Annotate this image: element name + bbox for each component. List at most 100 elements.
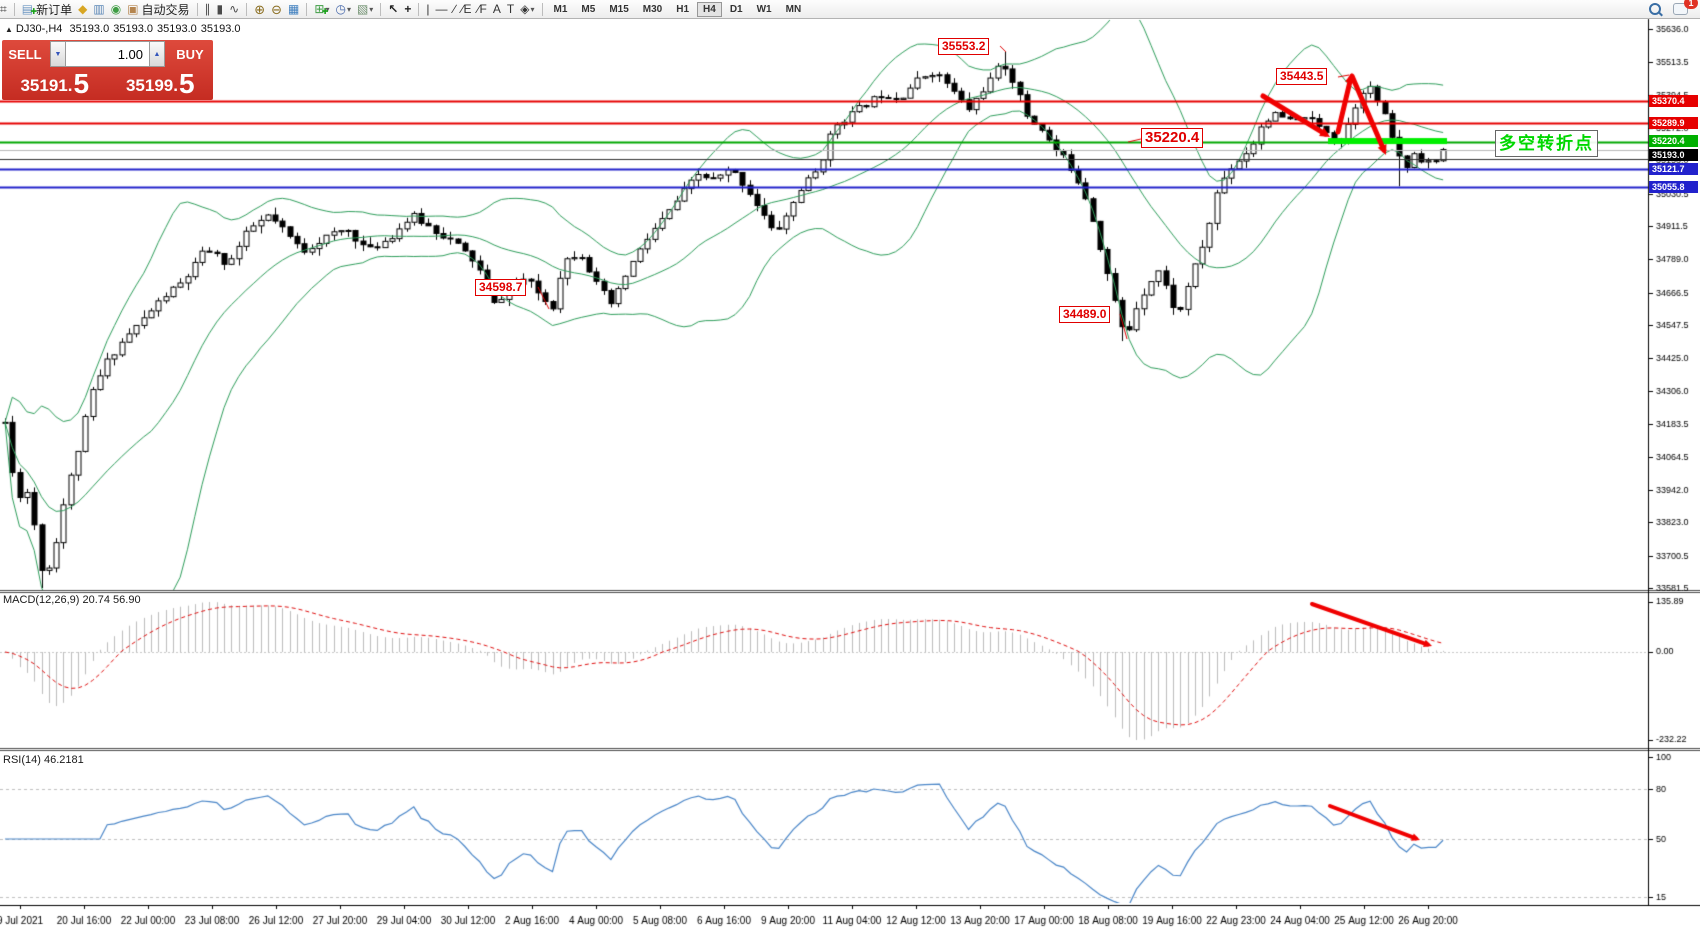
autotrading-label: 自动交易 [141,2,190,17]
toolbar-separator [380,2,382,16]
new-order-icon: ▤ ✚ [22,1,37,18]
notification-badge: 1 [1684,0,1698,9]
price-annotation[interactable]: 34489.0 [1059,306,1111,323]
channel-button[interactable]: ∕E [459,1,475,18]
chart-template-button[interactable]: ▧ ▾ [354,1,376,18]
market-watch-button[interactable]: ▥ [90,1,107,18]
ohlc-low: 35193.0 [156,23,197,35]
timeframe-m30[interactable]: M30 [642,3,663,15]
volume-input[interactable]: 1.00 [66,41,149,67]
rsi-pane-label: RSI(14) 46.2181 [3,754,84,766]
dropdown-arrow-icon: ▾ [369,4,374,14]
collapse-icon[interactable]: ▲ [5,25,13,34]
price-annotation[interactable]: 34598.7 [475,279,527,296]
text-label-button[interactable]: T [504,1,517,18]
crosshair-button[interactable]: + [401,1,414,18]
notifications-button[interactable]: 1 [1670,0,1698,18]
price-annotation[interactable]: 35220.4 [1141,128,1204,148]
crosshair-icon: + [404,1,412,16]
volume-decrease-button[interactable]: ▼ [50,41,66,67]
volume-increase-button[interactable]: ▲ [149,41,165,67]
history-center-button[interactable]: ◷ ▾ [332,1,354,18]
timeframe-h4[interactable]: H4 [697,1,722,17]
history-center-icon: ◷ [335,1,346,16]
vertical-line-button[interactable]: | [423,1,432,18]
cursor-button[interactable]: ↖ [385,1,401,18]
toolbar-separator [13,2,15,16]
tile-windows-button[interactable]: ▦ [285,1,302,18]
timeframe-group: M1 M5 M15 M30 H1 H4 D1 W1 MN [547,1,809,17]
plus-icon: ✚ [321,6,329,16]
axis-price-tag: 35289.9 [1649,117,1698,129]
metaeditor-icon: ◆ [78,1,88,16]
ohlc-high: 35193.0 [113,23,153,35]
timeframe-m1[interactable]: M1 [553,3,568,15]
sell-button[interactable]: SELL [8,46,42,62]
trendline-button[interactable]: ∕ [451,1,459,18]
zoom-out-button[interactable]: ⊖ [268,1,285,18]
chart-header: ▲ DJ30-,H4 35193.0 35193.0 35193.0 35193.0 [5,23,245,35]
timeframe-mn[interactable]: MN [785,3,802,15]
zoom-in-button[interactable]: ⊕ [251,1,268,18]
shapes-icon: ◈ [520,1,530,16]
price-annotation[interactable]: 35443.5 [1276,68,1328,85]
axis-price-tag: 35193.0 [1649,149,1698,161]
new-order-label: 新订单 [36,2,73,17]
sell-price[interactable]: 35191. 5 [2,68,108,100]
trendline-icon: ∕ [453,1,456,16]
new-order-button[interactable]: ▤ ✚ 新订单 [19,1,75,18]
turning-point-label[interactable]: 多空转折点 [1495,130,1598,157]
horizontal-line-button[interactable]: — [433,1,451,18]
indicators-list-button[interactable]: ⌗ [0,1,10,18]
ohlc-close: 35193.0 [200,23,241,35]
timeframe-h1[interactable]: H1 [676,3,690,15]
toolbar-separator [541,2,543,16]
search-button[interactable] [1646,1,1664,18]
buy-price[interactable]: 35199. 5 [108,68,214,100]
text-button[interactable]: A [490,1,504,18]
dropdown-arrow-icon: ▾ [346,4,351,14]
line-chart-button[interactable]: ∿ [226,1,242,18]
shapes-button[interactable]: ◈ ▾ [517,1,537,18]
signals-button[interactable]: ◉ [108,1,124,18]
bars-chart-button[interactable]: ∥ [202,1,214,18]
chart-template-icon: ▧ [356,1,369,16]
fibonacci-icon: ∕F [477,1,487,16]
buy-button[interactable]: BUY [176,46,204,62]
new-chart-icon: ⊞ ✚ [314,1,328,18]
toolbar-separator [196,2,198,16]
search-icon [1649,3,1661,15]
candlestick-chart-button[interactable]: ▮ [214,1,227,18]
zoom-out-icon: ⊖ [271,1,283,17]
toolbar-right-group: 1 [1646,0,1698,18]
main-toolbar: ⌗ ▤ ✚ 新订单 ◆ ▥ ◉ ▣ 自动交易 ∥ ▮ ∿ ⊕ ⊖ ▦ ⊞ ✚ ▾ ◷ ▾… [0,0,1700,19]
toolbar-separator [246,2,248,16]
line-chart-icon: ∿ [229,1,240,16]
tile-windows-icon: ▦ [288,1,300,16]
horizontal-line-icon: — [435,1,448,16]
macd-pane-label: MACD(12,26,9) 20.74 56.90 [3,594,141,606]
autotrading-icon: ▣ [127,1,139,16]
timeframe-d1[interactable]: D1 [729,3,743,15]
timeframe-w1[interactable]: W1 [756,3,772,15]
dropdown-arrow-icon: ▾ [325,4,330,14]
timeframe-m5[interactable]: M5 [581,3,596,15]
fibonacci-button[interactable]: ∕F [475,1,490,18]
autotrading-button[interactable]: ▣ 自动交易 [124,1,192,18]
toolbar-separator [306,2,308,16]
timeframe-m15[interactable]: M15 [609,3,629,15]
new-chart-button[interactable]: ⊞ ✚ ▾ [311,1,332,18]
vertical-line-icon: | [426,1,430,16]
text-icon: A [492,1,501,16]
toolbar-separator [418,2,420,16]
axis-price-tag: 35055.8 [1649,181,1698,193]
symbol-timeframe: DJ30-,H4 [15,23,63,35]
plus-icon: ✚ [30,6,38,16]
channel-icon: ∕E [461,1,472,16]
buy-price-pip: 5 [178,68,195,99]
price-annotation[interactable]: 35553.2 [938,38,990,55]
text-label-icon: T [506,1,515,16]
metaeditor-button[interactable]: ◆ [75,1,90,18]
market-watch-icon: ▥ [93,1,105,16]
